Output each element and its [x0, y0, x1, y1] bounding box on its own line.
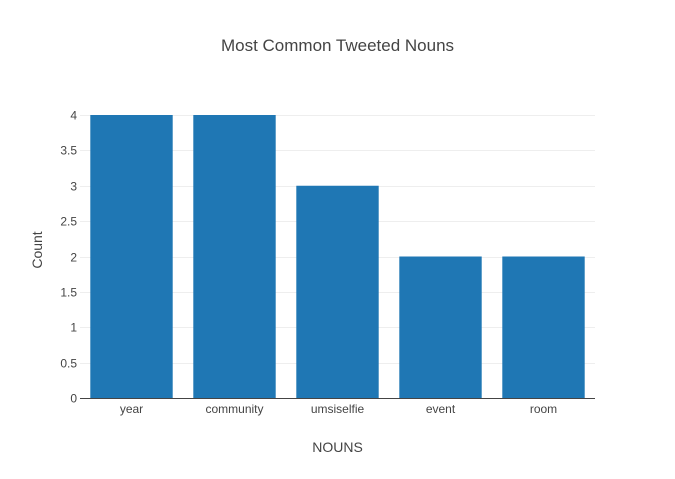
y-tick-label: 3	[70, 180, 77, 194]
y-tick-label: 2	[70, 251, 77, 265]
bars	[90, 115, 585, 399]
bar-umsiselfie[interactable]	[296, 185, 379, 398]
y-tick-label: 2.5	[60, 215, 77, 229]
bar-community[interactable]	[193, 115, 276, 398]
x-tick-labels: year community umsiselfie event room	[120, 402, 557, 416]
y-tick-label: 3.5	[60, 144, 77, 158]
x-tick-label: year	[120, 402, 143, 416]
x-tick-label: umsiselfie	[311, 402, 365, 416]
y-tick-label: 1.5	[60, 286, 77, 300]
y-tick-label: 4	[70, 109, 77, 123]
y-axis-title: Count	[29, 231, 45, 268]
x-tick-label: community	[205, 402, 263, 416]
x-tick-label: event	[426, 402, 456, 416]
bar-room[interactable]	[502, 256, 585, 399]
y-tick-label: 0	[70, 392, 77, 406]
y-tick-labels: 0 0.5 1 1.5 2 2.5 3 3.5 4	[60, 109, 77, 406]
y-tick-label: 0.5	[60, 357, 77, 371]
y-tick-label: 1	[70, 321, 77, 335]
bar-year[interactable]	[90, 115, 173, 398]
x-tick-label: room	[530, 402, 557, 416]
chart-title: Most Common Tweeted Nouns	[221, 36, 454, 55]
x-axis-title: NOUNS	[312, 439, 363, 455]
bar-event[interactable]	[399, 256, 482, 399]
